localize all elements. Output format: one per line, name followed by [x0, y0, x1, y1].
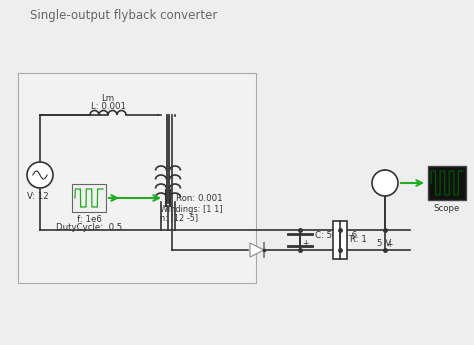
Circle shape	[27, 162, 53, 188]
Text: Lm: Lm	[101, 94, 115, 103]
Polygon shape	[250, 243, 264, 257]
Text: L: 0.001: L: 0.001	[91, 102, 126, 111]
Text: C: 500e-6: C: 500e-6	[315, 230, 357, 239]
Text: DutyCycle:  0.5: DutyCycle: 0.5	[56, 223, 122, 232]
Circle shape	[372, 170, 398, 196]
Text: R: 1: R: 1	[350, 236, 367, 245]
Text: n: [12 -5]: n: [12 -5]	[160, 213, 198, 222]
Text: +: +	[302, 239, 309, 248]
Text: Ron: 0.001: Ron: 0.001	[176, 194, 223, 203]
Text: Single-output flyback converter: Single-output flyback converter	[30, 9, 218, 22]
Text: +: +	[386, 240, 392, 249]
Bar	[18, 73, 256, 283]
Text: V: 12: V: 12	[27, 192, 49, 201]
Text: 5 V: 5 V	[377, 239, 391, 248]
Text: f: 1e6: f: 1e6	[77, 215, 101, 224]
Bar	[428, 166, 466, 200]
Bar	[72, 184, 106, 212]
Bar	[333, 221, 347, 259]
Text: Windings: [1 1]: Windings: [1 1]	[160, 205, 223, 214]
Text: Scope: Scope	[434, 204, 460, 213]
Text: V: V	[382, 178, 389, 188]
